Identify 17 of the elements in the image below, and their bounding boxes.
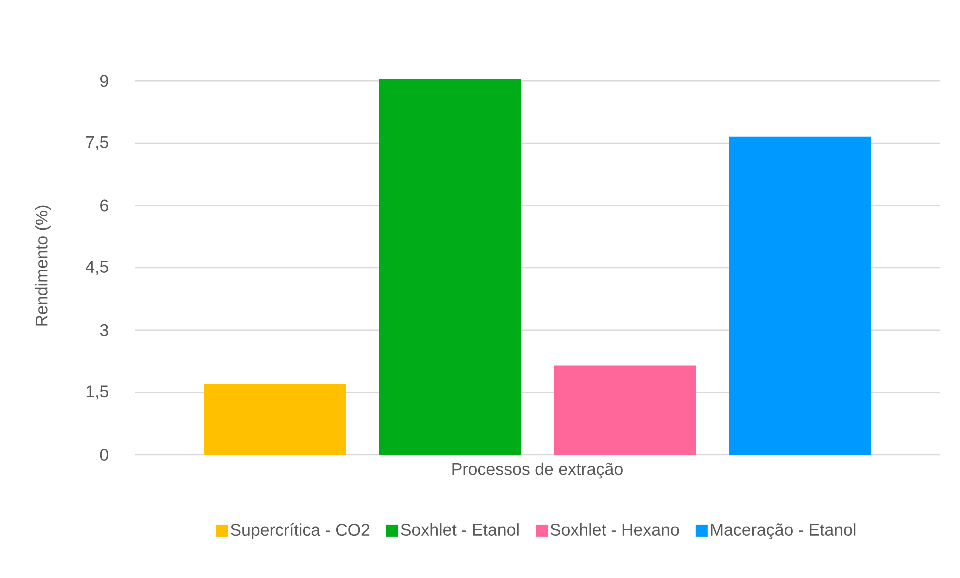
bar <box>379 79 522 455</box>
legend-label: Soxhlet - Hexano <box>550 524 680 536</box>
y-tick-label: 0 <box>100 449 109 461</box>
y-tick-label: 4,5 <box>86 261 108 275</box>
legend-label: Maceração - Etanol <box>711 524 856 540</box>
y-tick-label: 9 <box>100 75 108 88</box>
legend-label: Supercrítica - CO2 <box>231 523 370 540</box>
x-tick-label: Processos de extração <box>452 462 623 479</box>
y-tick-label: 3 <box>100 324 108 336</box>
y-tick-label: 6 <box>100 200 108 212</box>
bar <box>729 136 872 455</box>
y-tick-label: 7,5 <box>86 136 108 150</box>
y-tick-label: 1,5 <box>86 386 108 400</box>
bar <box>554 366 696 455</box>
legend-label: Soxhlet - Etanol <box>401 524 519 536</box>
y-axis-title: Rendimento (%) <box>35 206 52 326</box>
bar <box>204 384 346 455</box>
